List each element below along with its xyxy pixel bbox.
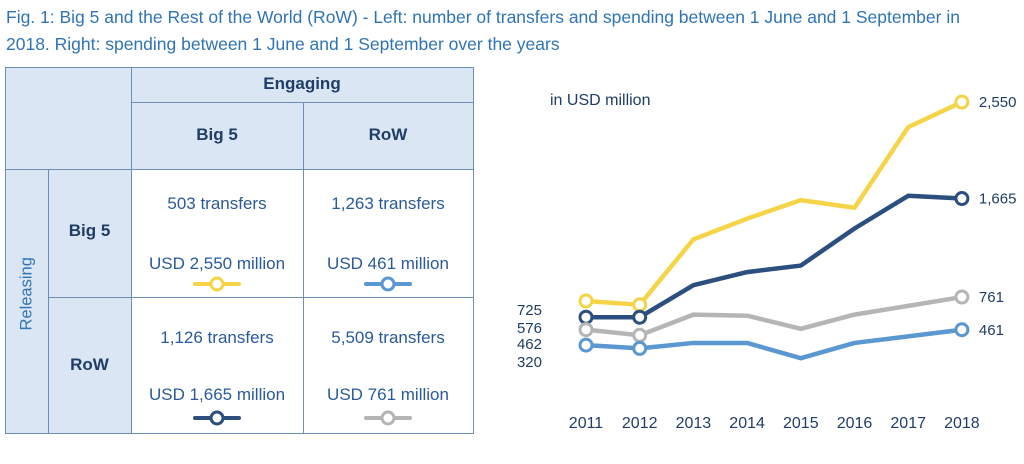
divider [131,102,473,103]
series-line-big5_row [585,327,963,361]
releasing-header: Releasing [17,257,36,331]
swatch-marker [380,276,396,292]
engaging-header-area [131,68,473,169]
col-header-big5: Big 5 [196,125,238,144]
data-point [578,293,594,309]
legend-swatch-darkblue [192,408,242,428]
series-line-row_big5 [586,193,963,320]
divider [48,297,473,298]
divider [131,68,132,433]
row-header-row: RoW [70,355,109,374]
divider [48,169,49,433]
x-tick-label: 2012 [622,415,658,432]
start-value-label: 462 [517,336,542,353]
x-tick-label: 2018 [944,415,980,432]
data-point [578,322,594,338]
releasing-header-area [6,169,131,433]
swatch-marker [380,410,396,426]
legend-swatch-gray [363,408,413,428]
figure-title: Fig. 1: Big 5 and the Rest of the World … [6,7,960,54]
cell-row-row-transfers: 5,509 transfers [331,328,445,347]
data-point [954,289,970,305]
series-line-big5_big5 [585,100,963,308]
end-value-label: 1,665 [979,191,1017,208]
data-point [578,309,594,325]
matrix-corner [6,68,131,169]
x-tick-label: 2017 [890,415,926,432]
cell-row-big5-spending: USD 1,665 million [148,385,286,404]
data-point [954,322,970,338]
x-tick-label: 2014 [729,415,765,432]
spending-line-chart: in USD million 2011 2012 2013 2014 2015 2016 2… [500,60,1024,459]
swatch-marker [209,276,225,292]
cell-row-big5-transfers: 1,126 transfers [160,328,274,347]
swatch-marker [209,410,225,426]
cell-big5-row-spending: USD 461 million [327,254,449,273]
engaging-header: Engaging [263,74,341,93]
end-value-label: 761 [979,289,1004,306]
chart-canvas: in USD million 2011 2012 2013 2014 2015 2016 2… [517,92,1017,432]
divider [303,102,304,433]
legend-swatch-lightblue [363,274,413,294]
start-value-label: 725 [517,302,542,319]
cell-big5-big5-spending: USD 2,550 million [148,254,286,273]
end-value-label: 461 [979,322,1004,339]
data-point [632,297,648,313]
transfer-matrix: Engaging Big 5 RoW Releasing Big 5 RoW 5… [5,67,474,434]
legend-swatch-yellow [192,274,242,294]
divider [6,169,473,170]
x-tick-label: 2016 [837,415,873,432]
data-point [632,309,648,325]
cell-big5-row-transfers: 1,263 transfers [331,194,445,213]
cell-big5-big5-transfers: 503 transfers [167,194,267,213]
data-point [632,327,648,343]
series-line-row_row [585,294,963,338]
col-header-row: RoW [368,125,408,144]
data-point [632,340,648,356]
start-value-label: 576 [517,320,542,337]
data-point [954,94,970,110]
x-tick-label: 2011 [569,415,604,432]
unit-label: in USD million [550,92,650,109]
x-tick-label: 2015 [783,415,819,432]
row-header-big5: Big 5 [68,221,111,240]
data-point [954,191,970,207]
cell-row-row-spending: USD 761 million [327,385,449,404]
end-value-label: 2,550 [979,94,1017,111]
data-point [578,337,594,353]
x-tick-label: 2013 [676,415,712,432]
start-value-label: 320 [517,354,542,371]
